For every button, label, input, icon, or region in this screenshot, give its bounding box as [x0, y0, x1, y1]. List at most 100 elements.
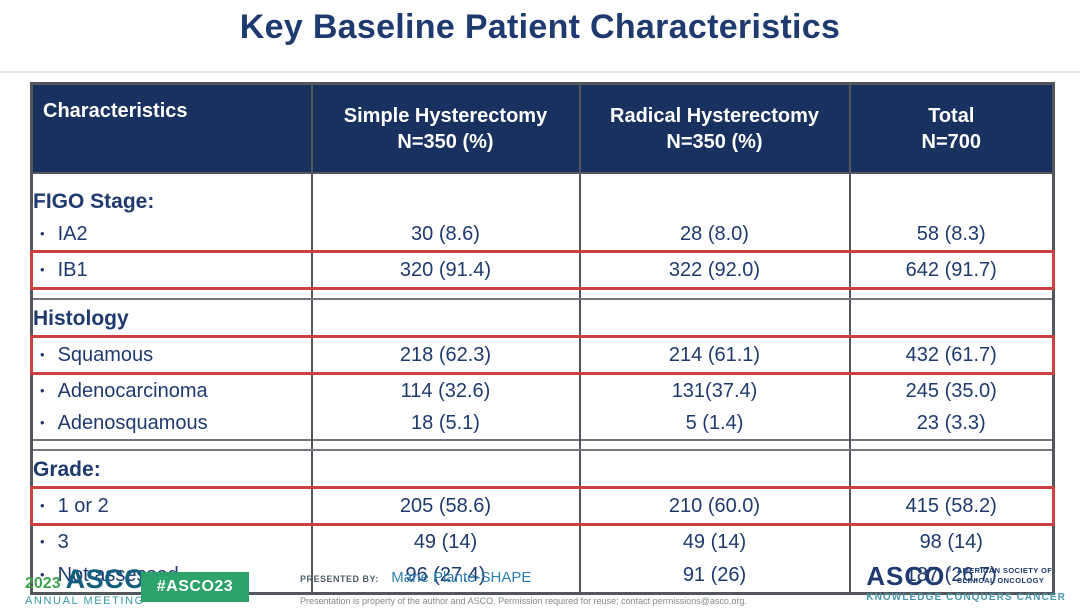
asco-tagline: KNOWLEDGE CONQUERS CANCER [866, 592, 1066, 603]
value-cell-total: 23 (3.3) [848, 407, 1055, 440]
table-row-grade-3: • 3 49 (14) 49 (14) 98 (14) [30, 524, 1055, 558]
value-cell-simple: 30 (8.6) [310, 218, 581, 252]
table-row-adenosquamous: • Adenosquamous 18 (5.1) 5 (1.4) 23 (3.3) [30, 407, 1055, 440]
value-cell-simple: 218 (62.3) [310, 335, 581, 375]
empty-cell [310, 173, 581, 218]
value-cell-radical: 131(37.4) [578, 373, 851, 407]
row-label: IA2 [57, 222, 88, 245]
page-title: Key Baseline Patient Characteristics [239, 8, 841, 46]
bullet-icon: • [40, 225, 45, 241]
table-row-grade-group: Grade: [30, 450, 1055, 488]
section-spacer-row [30, 439, 1055, 451]
value-cell-simple: 96 (27.4) [310, 558, 581, 594]
header-sublabel: N=350 (%) [666, 130, 763, 153]
header-cell-simple-hysterectomy: Simple Hysterectomy N=350 (%) [310, 83, 581, 174]
presented-by-label: PRESENTED BY: [300, 574, 379, 584]
header-label: Characteristics [43, 100, 188, 122]
empty-cell [578, 450, 851, 488]
meeting-name: ANNUAL MEETING [25, 595, 145, 607]
row-label-cell: • Adenosquamous [30, 407, 313, 440]
bullet-icon: • [40, 346, 45, 362]
bullet-icon: • [40, 533, 45, 549]
registered-mark-icon: ® [946, 568, 951, 574]
value-cell-radical: 49 (14) [578, 524, 851, 558]
title-divider [0, 71, 1080, 73]
row-label-cell: • IB1 [30, 250, 313, 290]
value-cell-simple: 18 (5.1) [310, 407, 581, 440]
asco-society-logo: ASCO ® AMERICAN SOCIETY OF CLINICAL ONCOL… [866, 563, 1066, 603]
header-sublabel: N=350 (%) [397, 130, 494, 153]
row-label: Squamous [57, 343, 154, 366]
table-row-grade-1-or-2-highlighted: • 1 or 2 205 (58.6) 210 (60.0) 415 (58.2) [30, 486, 1055, 526]
empty-cell [30, 439, 313, 451]
presented-by-block: PRESENTED BY: Marie Plante-SHAPE Present… [300, 570, 747, 606]
table-header-row: Characteristics Simple Hysterectomy N=350… [30, 83, 1055, 174]
empty-cell [848, 439, 1055, 451]
empty-cell [848, 299, 1055, 337]
empty-cell [310, 287, 581, 300]
header-label: Total [928, 104, 975, 127]
value-cell-radical: 5 (1.4) [578, 407, 851, 440]
table-row-ia2: • IA2 30 (8.6) 28 (8.0) 58 (8.3) [30, 218, 1055, 252]
value-cell-simple: 114 (32.6) [310, 373, 581, 407]
row-label: 1 or 2 [57, 494, 109, 517]
permission-disclaimer: Presentation is property of the author a… [300, 596, 747, 606]
table-row-adenocarcinoma: • Adenocarcinoma 114 (32.6) 131(37.4) 245… [30, 373, 1055, 407]
society-name-line1: AMERICAN SOCIETY OF [956, 566, 1053, 576]
header-label: Radical Hysterectomy [610, 104, 819, 127]
group-label-cell: Grade: [30, 450, 313, 488]
value-cell-total: 432 (61.7) [848, 335, 1055, 375]
bullet-icon: • [40, 414, 45, 430]
group-label-cell: FIGO Stage: [30, 173, 313, 218]
asco-wordmark: ASCO [866, 561, 946, 591]
meeting-org: ASCO [65, 564, 146, 594]
group-label-cell: Histology [30, 299, 313, 337]
empty-cell [848, 173, 1055, 218]
value-cell-total: 58 (8.3) [848, 218, 1055, 252]
header-label: Simple Hysterectomy [343, 104, 548, 127]
row-label: IB1 [57, 258, 88, 281]
empty-cell [578, 439, 851, 451]
header-cell-characteristics: Characteristics [30, 83, 313, 174]
empty-cell [310, 299, 581, 337]
empty-cell [310, 450, 581, 488]
header-sublabel: N=700 [921, 130, 982, 153]
baseline-characteristics-table: Characteristics Simple Hysterectomy N=350… [30, 82, 1055, 595]
bullet-icon: • [40, 382, 45, 398]
empty-cell [578, 173, 851, 218]
row-label: 3 [57, 530, 69, 553]
value-cell-radical: 322 (92.0) [578, 250, 851, 290]
value-cell-total: 642 (91.7) [848, 250, 1055, 290]
bullet-icon: • [40, 261, 45, 277]
row-label-cell: • IA2 [30, 218, 313, 252]
section-spacer-row [30, 287, 1055, 300]
row-label-cell: • 3 [30, 524, 313, 558]
header-cell-radical-hysterectomy: Radical Hysterectomy N=350 (%) [578, 83, 851, 174]
empty-cell [30, 287, 313, 300]
bullet-icon: • [40, 497, 45, 513]
asco-annual-meeting-logo: 2023 ASCO ® ANNUAL MEETING [25, 566, 152, 607]
row-label-cell: • 1 or 2 [30, 486, 313, 526]
value-cell-simple: 320 (91.4) [310, 250, 581, 290]
value-cell-radical: 28 (8.0) [578, 218, 851, 252]
row-label: Adenosquamous [57, 411, 208, 434]
value-cell-simple: 205 (58.6) [310, 486, 581, 526]
value-cell-total: 245 (35.0) [848, 373, 1055, 407]
value-cell-radical: 214 (61.1) [578, 335, 851, 375]
table-row-histology-group: Histology [30, 299, 1055, 337]
value-cell-total: 98 (14) [848, 524, 1055, 558]
empty-cell [578, 299, 851, 337]
table-row-figo-stage-group: FIGO Stage: [30, 173, 1055, 218]
hashtag-badge: #ASCO23 [141, 572, 249, 602]
bullet-icon: • [40, 566, 45, 582]
value-cell-total: 415 (58.2) [848, 486, 1055, 526]
society-name: AMERICAN SOCIETY OF CLINICAL ONCOLOGY [957, 566, 1052, 586]
empty-cell [848, 287, 1055, 300]
row-label: Adenocarcinoma [57, 379, 208, 402]
row-label-cell: • Adenocarcinoma [30, 373, 313, 407]
value-cell-total: 187 (26.7) [848, 558, 1055, 594]
row-label-cell: • Squamous [30, 335, 313, 375]
society-name-line2: CLINICAL ONCOLOGY [956, 576, 1045, 585]
empty-cell [848, 450, 1055, 488]
